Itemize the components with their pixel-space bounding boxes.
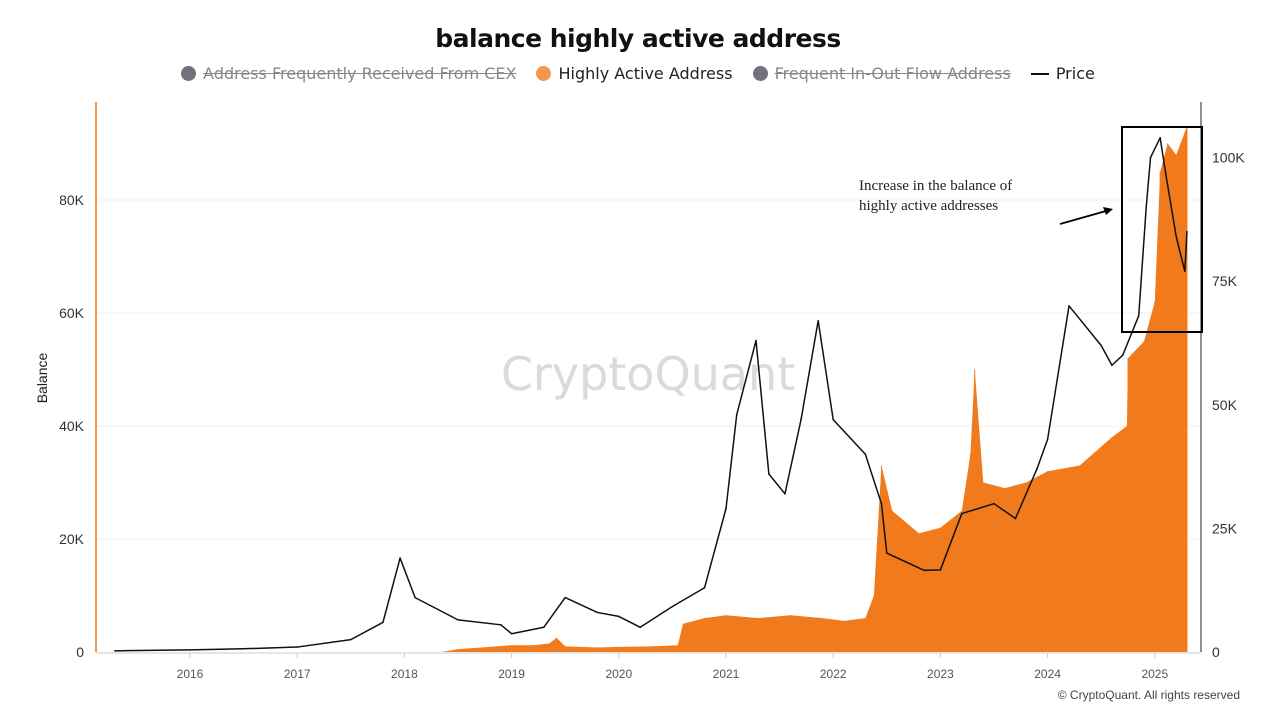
legend-label: Address Frequently Received From CEX	[203, 64, 517, 83]
y-tick-label: 20K	[59, 531, 85, 547]
price-point	[1164, 171, 1167, 174]
watermark: CryptoQuant	[501, 347, 795, 401]
x-tick-label: 2024	[1034, 667, 1061, 681]
price-point	[703, 586, 706, 589]
price-point	[242, 647, 245, 650]
price-point	[671, 605, 674, 608]
price-point	[1111, 364, 1113, 367]
price-point	[1186, 230, 1188, 233]
legend-item-cex[interactable]: Address Frequently Received From CEX	[181, 64, 516, 83]
price-line	[114, 137, 1188, 652]
y-axis-label: Balance	[34, 352, 50, 403]
balance-area	[441, 126, 1187, 653]
legend-item-highly-active[interactable]: Highly Active Address	[536, 64, 733, 83]
y2-tick-label: 75K	[1212, 273, 1238, 289]
annotation-line: Increase in the balance of	[859, 178, 1013, 194]
price-point	[1175, 235, 1178, 238]
legend-item-price[interactable]: Price	[1030, 64, 1095, 83]
annotation-box	[1121, 126, 1203, 333]
price-point	[784, 492, 786, 495]
price-point	[1159, 137, 1161, 139]
price-point	[923, 569, 926, 572]
y2-tick-label: 25K	[1212, 520, 1238, 536]
x-tick-label: 2020	[605, 667, 632, 681]
annotation-line: highly active addresses	[859, 198, 999, 214]
price-point	[618, 615, 620, 618]
price-point	[1149, 156, 1152, 159]
y2-tick-label: 0	[1212, 644, 1220, 660]
legend: Address Frequently Received From CEX Hig…	[0, 64, 1276, 83]
price-point	[189, 649, 191, 651]
legend-dot-icon	[181, 66, 197, 81]
price-point	[457, 619, 459, 621]
legend-label: Highly Active Address	[558, 64, 733, 83]
price-point	[564, 596, 566, 599]
price-point	[817, 319, 819, 322]
x-tick-label: 2019	[498, 667, 525, 681]
x-tick-label: 2017	[284, 667, 311, 681]
legend-line-icon	[1030, 72, 1049, 75]
price-point	[961, 512, 963, 515]
legend-dot-icon	[536, 66, 552, 81]
x-tick-label: 2025	[1141, 667, 1168, 681]
price-point	[993, 502, 995, 505]
price-point	[510, 632, 513, 635]
y2-tick-label: 100K	[1212, 150, 1245, 166]
price-point	[542, 626, 545, 629]
price-point	[939, 569, 942, 571]
price-point	[1137, 315, 1140, 317]
price-point	[1184, 270, 1186, 273]
price-point	[399, 557, 401, 559]
price-point	[414, 596, 416, 599]
footer-copyright: © CryptoQuant. All rights reserved	[1057, 688, 1240, 702]
price-point	[864, 453, 867, 456]
price-point	[800, 418, 802, 421]
price-point	[382, 621, 384, 624]
price-point	[1046, 438, 1049, 441]
x-tick-label: 2018	[391, 667, 418, 681]
arrowhead-icon	[1103, 207, 1113, 215]
price-point	[350, 638, 352, 641]
price-point	[725, 507, 727, 510]
legend-item-in-out[interactable]: Frequent In-Out Flow Address	[752, 64, 1011, 83]
price-point	[1014, 517, 1017, 520]
price-point	[1100, 344, 1102, 347]
price-point	[755, 339, 757, 342]
y-tick-label: 80K	[59, 192, 85, 208]
chart-title: balance highly active address	[435, 24, 841, 53]
legend-label: Price	[1055, 64, 1095, 83]
price-point	[114, 650, 116, 652]
price-point	[639, 626, 642, 629]
x-tick-label: 2023	[927, 667, 954, 681]
annotation-text: Increase in the balance of highly active…	[859, 176, 1012, 216]
price-point	[1068, 305, 1070, 307]
price-point	[500, 624, 502, 626]
price-point	[1121, 354, 1124, 357]
price-point	[596, 611, 599, 614]
price-point	[832, 418, 834, 421]
price-point	[768, 473, 770, 475]
price-point	[1145, 206, 1148, 208]
price-point	[880, 502, 883, 505]
y2-tick-label: 50K	[1212, 397, 1238, 413]
y-tick-label: 0	[76, 644, 84, 660]
price-point	[1036, 468, 1038, 470]
y-tick-label: 60K	[59, 305, 85, 321]
x-tick-label: 2021	[713, 667, 740, 681]
price-point	[296, 646, 299, 648]
annotation-arrow	[1059, 210, 1107, 225]
x-tick-label: 2022	[820, 667, 847, 681]
legend-dot-icon	[752, 66, 768, 81]
price-point	[886, 552, 888, 554]
x-tick-label: 2016	[177, 667, 204, 681]
price-point	[735, 413, 738, 416]
legend-label: Frequent In-Out Flow Address	[774, 64, 1011, 83]
y-tick-label: 40K	[59, 418, 85, 434]
